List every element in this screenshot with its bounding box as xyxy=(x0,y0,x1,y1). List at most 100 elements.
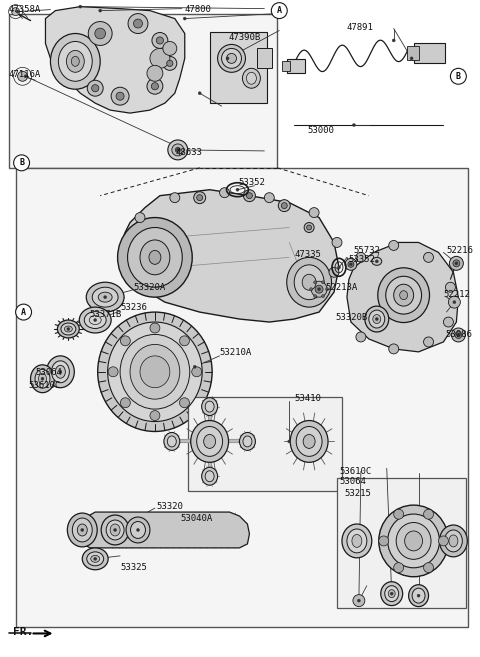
Ellipse shape xyxy=(202,467,217,486)
Ellipse shape xyxy=(412,588,425,603)
Ellipse shape xyxy=(31,365,54,393)
Circle shape xyxy=(163,57,177,70)
Circle shape xyxy=(457,334,460,336)
Ellipse shape xyxy=(140,240,170,275)
Circle shape xyxy=(288,440,291,443)
Circle shape xyxy=(183,17,186,20)
Polygon shape xyxy=(80,512,250,548)
Circle shape xyxy=(67,327,70,330)
Circle shape xyxy=(108,367,118,376)
Ellipse shape xyxy=(72,57,79,66)
Ellipse shape xyxy=(98,312,212,432)
Ellipse shape xyxy=(303,434,315,448)
Ellipse shape xyxy=(72,518,92,542)
Ellipse shape xyxy=(126,517,150,543)
Ellipse shape xyxy=(35,369,50,388)
Text: 47358A: 47358A xyxy=(9,5,41,14)
Text: 53410: 53410 xyxy=(294,394,321,403)
Circle shape xyxy=(156,37,164,44)
Circle shape xyxy=(246,193,252,198)
Ellipse shape xyxy=(205,401,214,412)
Ellipse shape xyxy=(79,307,111,333)
Circle shape xyxy=(147,78,163,94)
Circle shape xyxy=(170,193,180,202)
Text: 53215: 53215 xyxy=(344,489,371,497)
Circle shape xyxy=(304,223,314,233)
Text: 53352: 53352 xyxy=(348,255,375,264)
Circle shape xyxy=(353,595,365,606)
Ellipse shape xyxy=(386,276,421,314)
Bar xyxy=(188,397,342,491)
Text: 53040A: 53040A xyxy=(181,514,213,522)
Ellipse shape xyxy=(388,590,395,598)
Polygon shape xyxy=(347,242,458,352)
Circle shape xyxy=(349,263,352,266)
Ellipse shape xyxy=(51,361,69,383)
Circle shape xyxy=(226,57,229,60)
Ellipse shape xyxy=(449,535,458,547)
Ellipse shape xyxy=(175,147,180,152)
Circle shape xyxy=(219,188,229,198)
Circle shape xyxy=(392,39,395,42)
Ellipse shape xyxy=(202,397,217,416)
Circle shape xyxy=(197,194,203,200)
Ellipse shape xyxy=(242,68,260,88)
Ellipse shape xyxy=(67,513,97,547)
Circle shape xyxy=(94,319,96,321)
Ellipse shape xyxy=(379,505,448,577)
Ellipse shape xyxy=(128,227,182,287)
Ellipse shape xyxy=(164,432,180,451)
Circle shape xyxy=(410,57,413,60)
Circle shape xyxy=(150,49,170,68)
Circle shape xyxy=(417,594,420,597)
Ellipse shape xyxy=(440,525,468,557)
Bar xyxy=(414,43,445,63)
Circle shape xyxy=(133,19,143,28)
Ellipse shape xyxy=(408,585,429,606)
Bar xyxy=(210,32,267,103)
Circle shape xyxy=(176,148,180,151)
Circle shape xyxy=(444,317,454,327)
Ellipse shape xyxy=(38,373,47,384)
Text: 53064: 53064 xyxy=(36,369,62,377)
Circle shape xyxy=(104,296,107,299)
Circle shape xyxy=(24,75,27,78)
Ellipse shape xyxy=(110,524,120,536)
Circle shape xyxy=(322,294,324,298)
Circle shape xyxy=(307,225,312,230)
Circle shape xyxy=(16,10,19,13)
Circle shape xyxy=(264,193,274,202)
Ellipse shape xyxy=(302,274,316,290)
Circle shape xyxy=(120,336,131,346)
Text: B: B xyxy=(19,158,24,168)
Circle shape xyxy=(455,332,462,338)
Ellipse shape xyxy=(91,555,100,562)
Ellipse shape xyxy=(378,268,430,323)
Text: 53210A: 53210A xyxy=(219,348,252,357)
Bar xyxy=(407,47,419,60)
Ellipse shape xyxy=(55,365,65,378)
Circle shape xyxy=(150,323,160,333)
Circle shape xyxy=(95,28,106,39)
Circle shape xyxy=(423,252,433,262)
Text: 53610C: 53610C xyxy=(28,381,61,390)
Ellipse shape xyxy=(222,49,241,68)
Circle shape xyxy=(438,536,448,546)
Ellipse shape xyxy=(131,522,145,539)
Circle shape xyxy=(120,397,131,408)
Circle shape xyxy=(394,562,404,573)
Ellipse shape xyxy=(290,420,328,463)
Ellipse shape xyxy=(342,524,372,558)
Ellipse shape xyxy=(101,515,129,545)
Ellipse shape xyxy=(98,292,112,302)
Text: 53352: 53352 xyxy=(239,178,265,187)
Ellipse shape xyxy=(58,320,79,338)
Circle shape xyxy=(448,296,460,308)
Circle shape xyxy=(150,411,160,420)
Ellipse shape xyxy=(246,72,256,84)
Circle shape xyxy=(147,65,163,81)
Text: 53320: 53320 xyxy=(156,501,183,510)
Ellipse shape xyxy=(294,265,324,300)
Circle shape xyxy=(313,294,317,298)
Ellipse shape xyxy=(140,356,170,388)
